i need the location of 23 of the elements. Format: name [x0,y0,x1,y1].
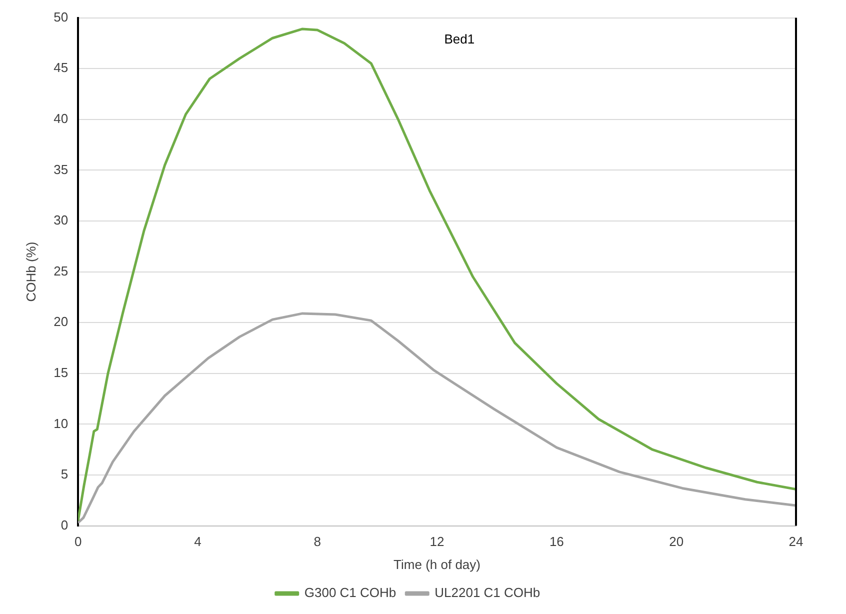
y-tick-label: 50 [54,9,68,24]
y-tick-label: 10 [54,416,68,431]
x-tick-label: 4 [194,534,202,550]
y-tick-label: 15 [54,364,68,380]
x-tick-label: 20 [669,534,684,550]
y-axis-title: COHb (%) [23,242,38,302]
x-tick-label: 12 [430,534,444,550]
x-axis-title: Time (h of day) [394,556,480,572]
y-tick-label: 0 [60,517,68,532]
legend-label: UL2201 C1 COHb [434,585,540,600]
x-tick-label: 24 [788,534,804,550]
x-tick-label: 0 [74,534,82,550]
y-tick-label: 35 [54,162,68,177]
y-tick-label: 30 [54,212,68,228]
y-tick-label: 25 [54,263,68,278]
y-tick-label: 20 [54,314,68,330]
x-tick-label: 8 [314,534,321,550]
y-tick-label: 5 [60,466,68,482]
legend-label: G300 C1 COHb [304,585,396,600]
y-tick-label: 40 [54,110,68,126]
x-tick-label: 16 [549,534,564,550]
y-tick-label: 45 [54,60,68,76]
annotation: Bed1 [444,31,475,46]
